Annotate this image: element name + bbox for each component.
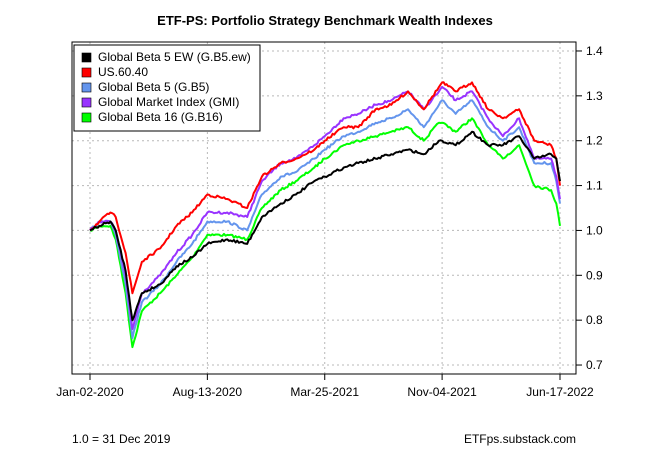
x-tick-label: Nov-04-2021 [407,385,477,399]
legend-swatch [81,82,92,93]
x-axis: Jan-02-2020 Aug-13-2020 Mar-25-2021 Nov-04-… [56,374,594,399]
x-tick-label: Jun-17-2022 [526,385,594,399]
legend-box [73,44,261,132]
legend-label: Global Beta 5 EW (G.B5.ew) [98,50,251,64]
legend-label: Global Beta 5 (G.B5) [98,80,209,94]
legend-swatch [81,52,92,63]
series-line-4 [89,117,561,349]
y-tick-label: 1.4 [586,44,603,58]
x-tick-label: Aug-13-2020 [173,385,243,399]
legend-label: Global Beta 16 (G.B16) [98,110,223,124]
legend-swatch [81,97,92,108]
y-tick-label: 1.0 [586,223,603,237]
plot-frame [71,41,577,375]
legend: Global Beta 5 EW (G.B5.ew)US.60.40Global… [73,44,261,132]
y-tick-label: 1.3 [586,89,603,103]
series-lines [89,81,561,349]
legend-swatch [81,112,92,123]
series-line-0 [89,130,561,322]
series-line-2 [89,99,561,340]
y-tick-label: 0.8 [586,313,603,327]
y-tick-label: 0.9 [586,268,603,282]
series-line-3 [89,85,561,331]
footnote-source: ETFps.substack.com [464,432,576,446]
legend-swatch [81,67,92,78]
y-tick-label: 1.2 [586,134,603,148]
x-tick-label: Jan-02-2020 [56,385,124,399]
footnote-baseline: 1.0 = 31 Dec 2019 [72,432,171,446]
x-tick-label: Mar-25-2021 [290,385,359,399]
legend-label: US.60.40 [98,65,148,79]
series-line-1 [89,81,561,295]
y-tick-label: 0.7 [586,358,603,372]
legend-label: Global Market Index (GMI) [98,95,239,109]
y-axis: 0.7 0.8 0.9 1.0 1.1 1.2 1.3 1.4 [576,44,603,372]
y-tick-label: 1.1 [586,179,603,193]
chart-title: ETF-PS: Portfolio Strategy Benchmark Wea… [157,13,493,28]
